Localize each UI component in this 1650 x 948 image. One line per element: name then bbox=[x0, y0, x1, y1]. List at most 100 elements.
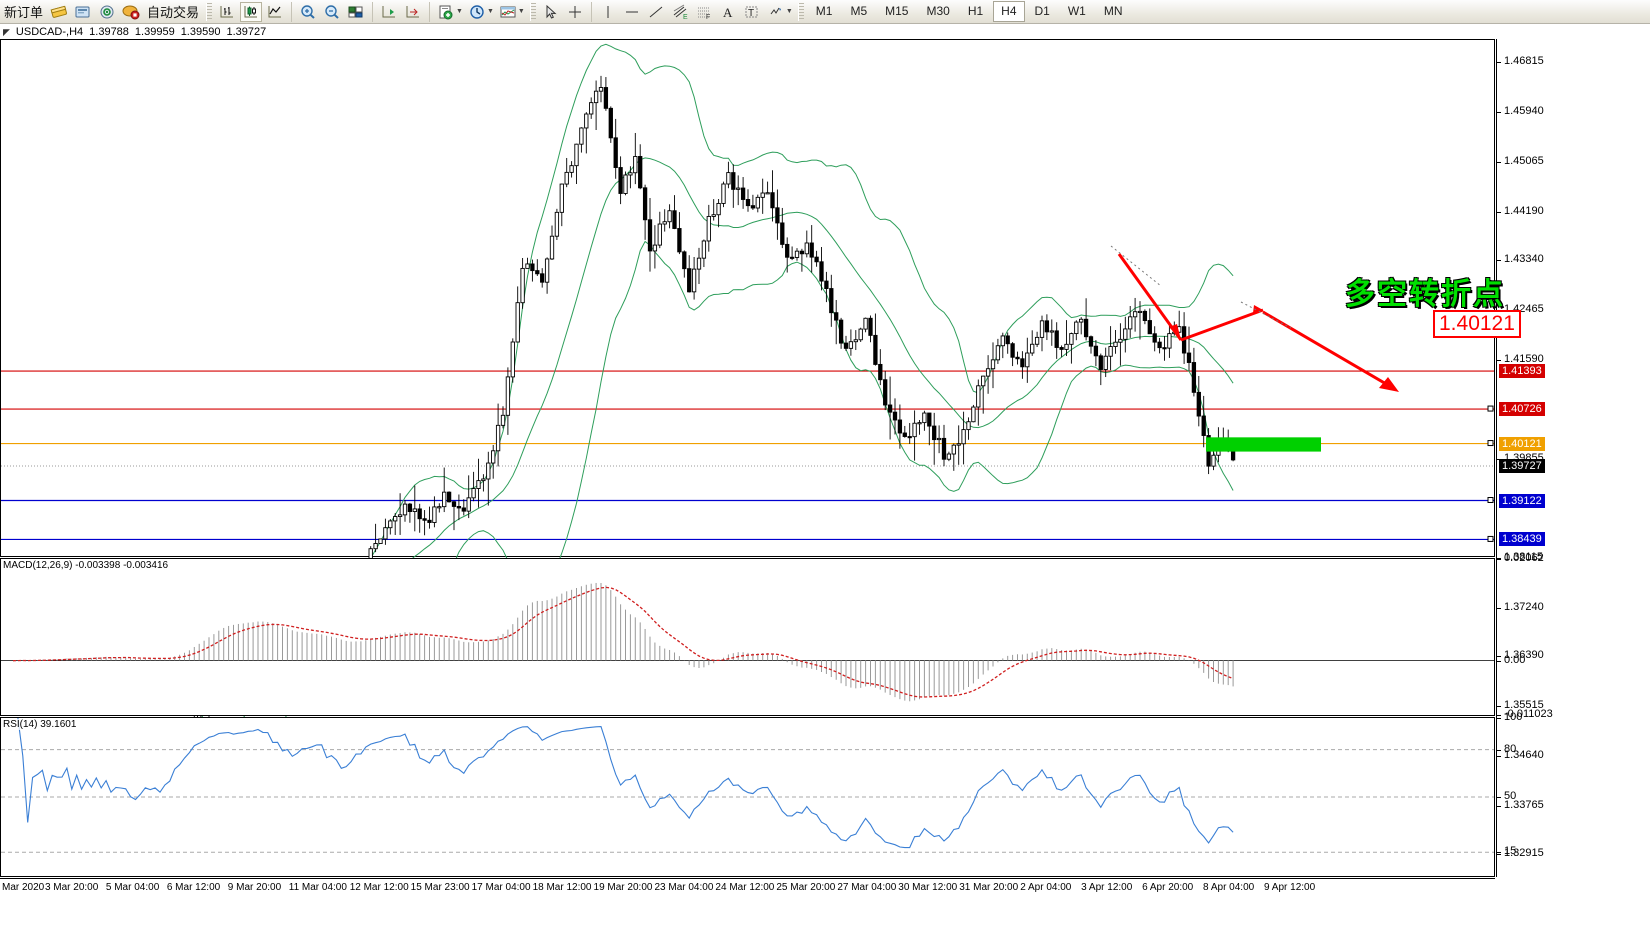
ohlc-high: 1.39959 bbox=[134, 26, 175, 38]
price-tick: 1.36390 bbox=[1497, 649, 1544, 661]
time-axis[interactable]: Mar 2020 3 Mar 20:00 5 Mar 04:00 6 Mar 12:0… bbox=[0, 878, 1495, 898]
rsi-tick: 80 bbox=[1497, 743, 1516, 755]
time-label: Mar 2020 bbox=[2, 882, 45, 893]
macd-tick: 0.02062 bbox=[1497, 552, 1544, 564]
terminal-icon[interactable] bbox=[72, 2, 94, 22]
timeframe-mn[interactable]: MN bbox=[1103, 4, 1123, 18]
timeframe-d1[interactable]: D1 bbox=[1034, 4, 1050, 18]
timeframe-w1[interactable]: W1 bbox=[1067, 4, 1086, 18]
bar-chart-icon[interactable] bbox=[216, 2, 238, 22]
trendline-icon[interactable] bbox=[645, 2, 667, 22]
time-label: 9 Mar 20:00 bbox=[227, 882, 282, 893]
time-label: 6 Apr 20:00 bbox=[1142, 882, 1194, 893]
price-badge-blue: 1.39122 bbox=[1499, 493, 1545, 508]
timeframe-h1[interactable]: H1 bbox=[967, 4, 984, 18]
templates-dropdown-caret[interactable]: ▼ bbox=[517, 8, 525, 15]
main-price-pane[interactable] bbox=[0, 39, 1495, 864]
timeframe-m30[interactable]: M30 bbox=[926, 4, 950, 18]
auto-scroll-icon[interactable] bbox=[378, 2, 400, 22]
autotrade-icon[interactable] bbox=[120, 2, 142, 22]
navigator-icon[interactable] bbox=[96, 2, 118, 22]
arrows-dropdown-caret[interactable]: ▼ bbox=[785, 8, 793, 15]
timeframe-m5[interactable]: M5 bbox=[850, 4, 868, 18]
time-label: 3 Mar 20:00 bbox=[44, 882, 99, 893]
zoom-in-icon[interactable] bbox=[297, 2, 319, 22]
rsi-tick: 50 bbox=[1497, 790, 1516, 802]
new-order-label[interactable]: 新订单 bbox=[4, 5, 44, 20]
horizontal-line-icon[interactable] bbox=[621, 2, 643, 22]
time-label: 17 Mar 04:00 bbox=[471, 882, 531, 893]
turning-point-annotation: 多空转折点 bbox=[1345, 278, 1505, 311]
time-label: 18 Mar 12:00 bbox=[532, 882, 592, 893]
price-tick: 1.33765 bbox=[1497, 799, 1544, 811]
ohlc-low: 1.39590 bbox=[180, 26, 221, 38]
price-tick: 1.38115 bbox=[1497, 551, 1543, 563]
tile-windows-icon[interactable] bbox=[345, 2, 367, 22]
time-label: 27 Mar 04:00 bbox=[837, 882, 897, 893]
text-object-icon[interactable]: T bbox=[741, 2, 763, 22]
time-label: 24 Mar 12:00 bbox=[715, 882, 775, 893]
price-tick: 1.44190 bbox=[1497, 205, 1544, 217]
equidistant-channel-icon[interactable]: E bbox=[669, 2, 691, 22]
autotrade-label[interactable]: 自动交易 bbox=[147, 5, 200, 20]
macd-pane[interactable]: MACD(12,26,9) -0.003398 -0.003416 bbox=[0, 558, 1495, 716]
fibonacci-icon[interactable]: F bbox=[693, 2, 715, 22]
timeframe-m15[interactable]: M15 bbox=[885, 4, 909, 18]
line-chart-icon[interactable] bbox=[264, 2, 286, 22]
price-tick: 1.37240 bbox=[1497, 601, 1544, 613]
arrows-icon[interactable] bbox=[765, 2, 787, 22]
price-tick: 1.34640 bbox=[1497, 749, 1544, 761]
svg-text:A: A bbox=[723, 5, 733, 20]
period-icon[interactable] bbox=[466, 2, 488, 22]
toolbar-divider-4 bbox=[590, 1, 592, 22]
main-toolbar: 新订单 自动交易 ▼ ▼ ▼ bbox=[0, 0, 1650, 24]
toolbar-grip[interactable] bbox=[206, 2, 213, 21]
time-label: 19 Mar 20:00 bbox=[593, 882, 653, 893]
price-tag-annotation: 1.40121 bbox=[1433, 310, 1521, 338]
macd-label: MACD(12,26,9) -0.003398 -0.003416 bbox=[3, 560, 169, 571]
toolbar-divider-3 bbox=[429, 1, 431, 22]
symbol-info-line: ◤ USDCAD-,H4 1.39788 1.39959 1.39590 1.3… bbox=[0, 25, 1650, 39]
time-label: 31 Mar 20:00 bbox=[959, 882, 1019, 893]
text-label-icon[interactable]: A bbox=[717, 2, 739, 22]
time-label: 9 Apr 12:00 bbox=[1264, 882, 1316, 893]
price-tick: 1.45940 bbox=[1497, 105, 1544, 117]
candlestick-icon[interactable] bbox=[240, 1, 263, 22]
time-label: 6 Mar 12:00 bbox=[166, 882, 221, 893]
templates-icon[interactable] bbox=[497, 2, 519, 22]
vertical-line-icon[interactable] bbox=[597, 2, 619, 22]
period-dropdown-caret[interactable]: ▼ bbox=[486, 8, 494, 15]
rsi-pane[interactable]: RSI(14) 39.1601 bbox=[0, 717, 1495, 877]
indicator-dropdown-caret[interactable]: ▼ bbox=[456, 8, 463, 15]
cursor-icon[interactable] bbox=[540, 2, 562, 22]
zoom-out-icon[interactable] bbox=[321, 2, 343, 22]
macd-tick: -0.011023 bbox=[1497, 708, 1553, 720]
price-tick: 1.43340 bbox=[1497, 253, 1544, 265]
time-label: 12 Mar 12:00 bbox=[349, 882, 409, 893]
toolbar-grip-2[interactable] bbox=[529, 2, 536, 21]
rsi-tick: 15 bbox=[1497, 845, 1516, 857]
timeframe-h4[interactable]: H4 bbox=[993, 1, 1025, 22]
add-indicator-icon[interactable] bbox=[435, 2, 457, 22]
price-axis[interactable]: 1.46815 1.45940 1.45065 1.44190 1.43340 1.424… bbox=[1496, 39, 1650, 877]
crosshair-icon[interactable] bbox=[564, 2, 586, 22]
time-label: 30 Mar 12:00 bbox=[898, 882, 958, 893]
time-label: 23 Mar 04:00 bbox=[654, 882, 714, 893]
macd-tick: 0.00 bbox=[1497, 654, 1525, 666]
svg-text:T: T bbox=[748, 8, 754, 19]
chart-shift-icon[interactable] bbox=[402, 2, 424, 22]
rsi-chart-svg bbox=[1, 717, 1494, 853]
chart-pointer-icon: ◤ bbox=[3, 26, 10, 37]
price-badge-black: 1.39727 bbox=[1499, 459, 1545, 473]
toolbar-grip-3[interactable] bbox=[797, 2, 804, 21]
price-badge-red: 1.40726 bbox=[1499, 402, 1545, 417]
symbol-name: USDCAD-,H4 bbox=[15, 26, 84, 38]
folder-icon[interactable] bbox=[48, 2, 70, 22]
price-tick: 1.46815 bbox=[1497, 55, 1544, 67]
time-label: 2 Apr 04:00 bbox=[1020, 882, 1072, 893]
chart-container[interactable]: MACD(12,26,9) -0.003398 -0.003416 RSI(14… bbox=[0, 39, 1650, 948]
macd-chart-svg bbox=[1, 582, 1494, 702]
rsi-tick: 100 bbox=[1497, 711, 1522, 723]
timeframe-m1[interactable]: M1 bbox=[815, 4, 833, 18]
svg-text:E: E bbox=[683, 14, 688, 20]
